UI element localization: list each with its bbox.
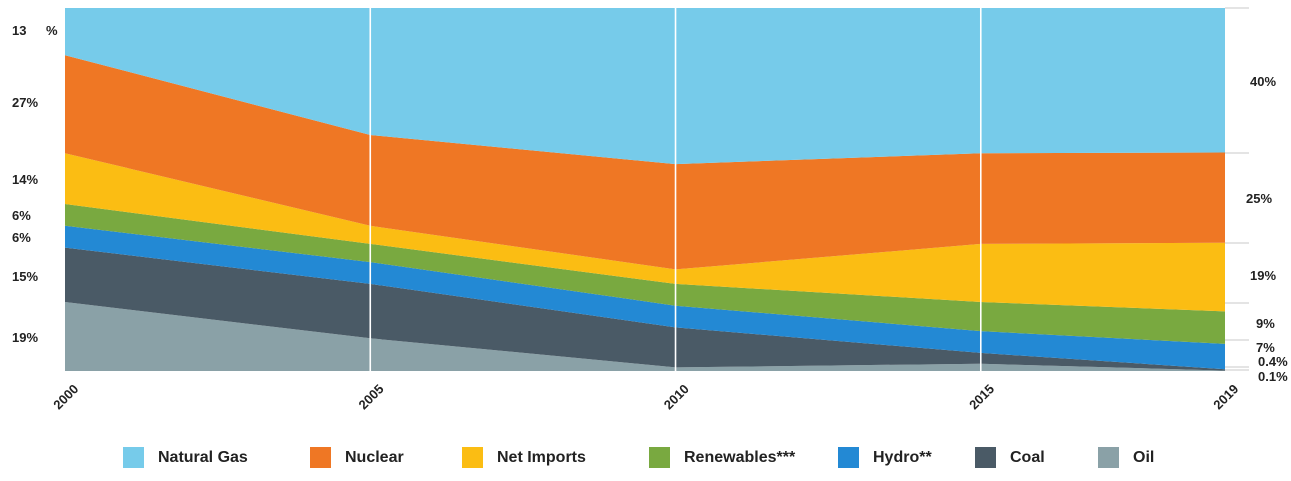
right-guide-lines [1225,7,1249,371]
legend-label-coal: Coal [1010,448,1045,466]
left-label-percent-sign: % [46,23,58,38]
legend-swatch-hydro [838,447,859,468]
x-axis-ticks: 2000 2005 2010 2015 2019 [50,381,1241,412]
right-label-oil: 0.1% [1258,369,1288,384]
right-label-renewables: 9% [1256,316,1275,331]
x-tick-label: 2015 [966,381,997,412]
legend-item-oil: Oil [1098,447,1154,468]
area-nuclear [65,55,1225,270]
area-oil [65,302,1225,371]
legend-item-natural-gas: Natural Gas [123,447,248,468]
legend-swatch-coal [975,447,996,468]
right-label-nuclear: 25% [1246,191,1272,206]
left-label-natural-gas: 13 [12,23,26,38]
legend-label-natural-gas: Natural Gas [158,448,248,466]
legend-item-renewables: Renewables *** [649,447,795,468]
area-series-group [65,8,1225,371]
left-labels: 13 % 27% 14% 6% 6% 15% 19% [12,23,58,345]
area-net-imports [65,153,1225,312]
x-tick-label: 2010 [661,381,692,412]
legend-suffix-renewables: *** [776,448,796,466]
right-label-coal: 0.4% [1258,354,1288,369]
left-label-oil: 19% [12,330,38,345]
left-label-nuclear: 27% [12,95,38,110]
x-tick-label: 2005 [356,381,387,412]
legend-label-net-imports: Net Imports [497,448,586,466]
legend-swatch-nuclear [310,447,331,468]
left-label-coal: 15% [12,269,38,284]
legend-swatch-renewables [649,447,670,468]
legend-item-hydro: Hydro ** [838,447,932,468]
legend-swatch-natural-gas [123,447,144,468]
legend-item-net-imports: Net Imports [462,447,586,468]
legend-item-coal: Coal [975,447,1045,468]
legend-label-nuclear: Nuclear [345,448,404,466]
legend-swatch-oil [1098,447,1119,468]
gridlines [369,8,982,373]
area-hydro [65,225,1225,370]
area-coal [65,247,1225,371]
legend-suffix-hydro: ** [919,448,932,466]
right-label-hydro: 7% [1256,340,1275,355]
right-label-net-imports: 19% [1250,268,1276,283]
legend: Natural Gas Nuclear Net Imports Renewabl… [0,447,1291,481]
legend-swatch-net-imports [462,447,483,468]
legend-item-nuclear: Nuclear [310,447,404,468]
right-label-natural-gas: 40% [1250,74,1276,89]
legend-label-hydro: Hydro [873,448,920,466]
area-renewables [65,204,1225,344]
x-tick-label: 2019 [1210,381,1241,412]
left-label-renewables: 6% [12,208,31,223]
stacked-area-chart: 13 % 27% 14% 6% 6% 15% 19% 40% 25% 19% 9… [12,7,1288,412]
left-label-hydro: 6% [12,230,31,245]
left-label-net-imports: 14% [12,172,38,187]
x-tick-label: 2000 [50,381,81,412]
area-natural-gas [65,8,1225,165]
right-labels: 40% 25% 19% 9% 7% 0.4% 0.1% [1246,74,1288,384]
legend-label-renewables: Renewables [684,448,777,466]
legend-label-oil: Oil [1133,448,1155,466]
